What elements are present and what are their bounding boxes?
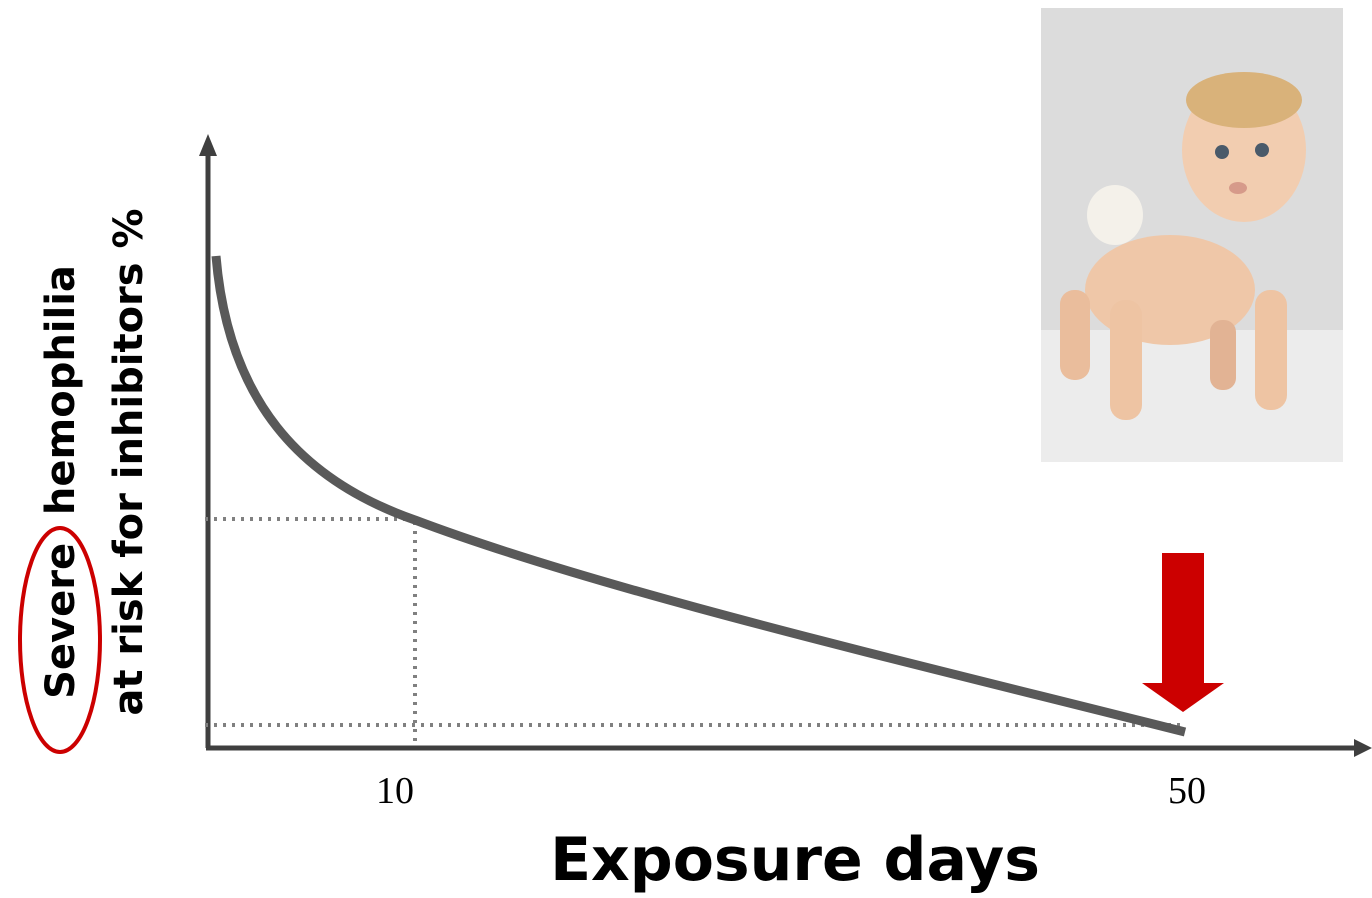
x-tick-label: 50 [1168,770,1206,812]
y-label-line2: at risk for inhibitors % [106,208,152,715]
slide: Severe hemophilia at risk for inhibitors… [0,0,1372,898]
x-axis-label: Exposure days [550,825,1040,895]
baby-photo [1041,8,1343,462]
guide-lines [205,519,1180,745]
x-tick-label: 10 [376,770,414,812]
x-axis-arrow [1354,739,1372,757]
y-axis-arrow [199,134,217,156]
risk-curve [216,256,1185,732]
y-label-line1: Severe hemophilia [38,265,84,699]
red-arrow [1142,553,1224,712]
